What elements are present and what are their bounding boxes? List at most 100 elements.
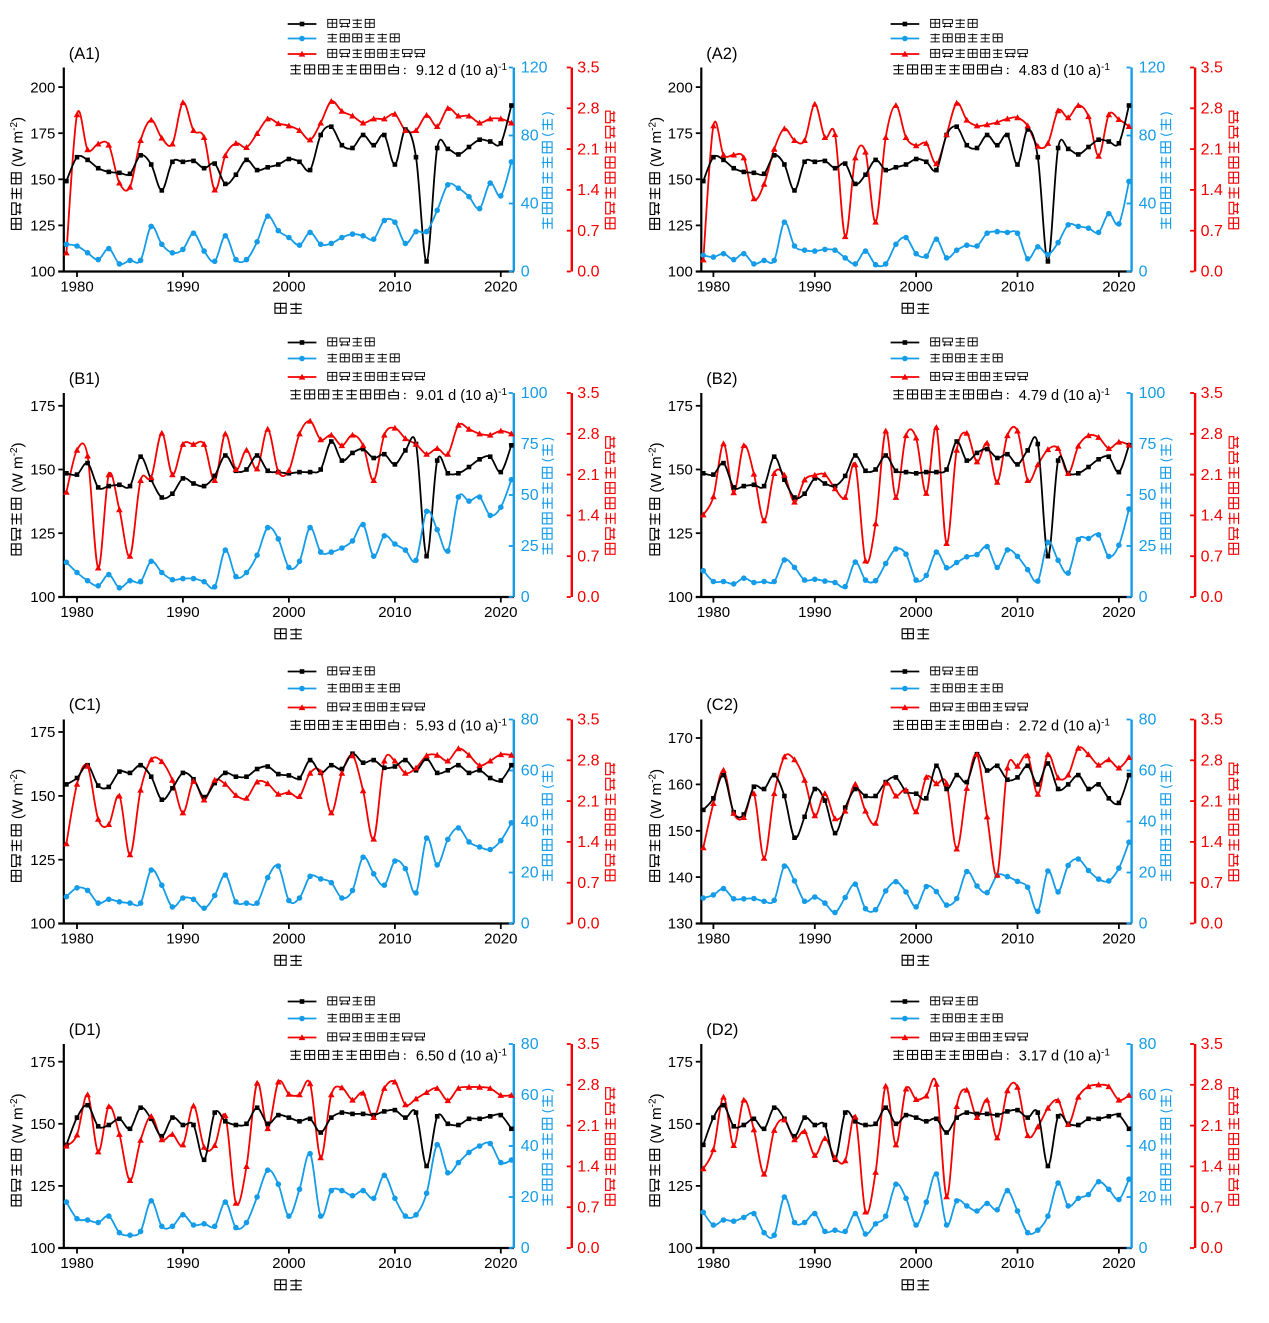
svg-text:150: 150: [668, 823, 693, 840]
svg-text:60: 60: [1139, 763, 1157, 780]
svg-text:0: 0: [521, 589, 530, 606]
svg-text:175: 175: [30, 1054, 55, 1071]
svg-text:0.7: 0.7: [577, 548, 599, 565]
svg-text:175: 175: [668, 1054, 693, 1071]
svg-text:2.1: 2.1: [577, 1118, 599, 1135]
svg-text:125: 125: [30, 1178, 55, 1195]
svg-text:50: 50: [1139, 487, 1157, 504]
svg-text:2010: 2010: [1001, 279, 1034, 296]
svg-text:1980: 1980: [697, 1255, 730, 1272]
svg-text:150: 150: [30, 1116, 55, 1133]
svg-text:60: 60: [1139, 1087, 1157, 1104]
svg-text:2.8: 2.8: [577, 1077, 599, 1094]
svg-text:150: 150: [668, 462, 693, 479]
svg-text:2020: 2020: [484, 1255, 517, 1272]
svg-text:0.7: 0.7: [1201, 875, 1223, 892]
svg-text:1980: 1980: [697, 931, 730, 948]
svg-text:25: 25: [521, 538, 539, 555]
svg-text:0.7: 0.7: [1201, 548, 1223, 565]
svg-text:1990: 1990: [166, 1255, 199, 1272]
svg-text:5.93 d (10 a)-1: 5.93 d (10 a)-1: [416, 718, 508, 735]
svg-text:2.1: 2.1: [1201, 793, 1223, 810]
svg-text:1990: 1990: [166, 604, 199, 621]
svg-text:1990: 1990: [166, 279, 199, 296]
svg-text:1.4: 1.4: [1201, 508, 1223, 525]
svg-text:0.7: 0.7: [577, 1199, 599, 1216]
svg-text:2.1: 2.1: [577, 793, 599, 810]
svg-text:1.4: 1.4: [1201, 834, 1223, 851]
svg-text:0.7: 0.7: [577, 875, 599, 892]
svg-text:0.0: 0.0: [577, 264, 599, 281]
svg-text:0: 0: [521, 916, 530, 933]
svg-text:175: 175: [668, 125, 693, 142]
svg-text:2.1: 2.1: [577, 141, 599, 158]
svg-text:1980: 1980: [697, 279, 730, 296]
svg-text:100: 100: [30, 264, 55, 281]
svg-text:40: 40: [521, 814, 539, 831]
svg-text:0.0: 0.0: [577, 589, 599, 606]
svg-text:40: 40: [521, 1138, 539, 1155]
svg-text:3.5: 3.5: [1201, 712, 1223, 729]
svg-text:0.0: 0.0: [1201, 589, 1223, 606]
svg-text:160: 160: [668, 777, 693, 794]
svg-text:3.5: 3.5: [577, 712, 599, 729]
svg-text:100: 100: [30, 1240, 55, 1257]
svg-text:1990: 1990: [798, 604, 831, 621]
svg-text:125: 125: [30, 218, 55, 235]
svg-text:(D1): (D1): [69, 1021, 101, 1039]
svg-text:2020: 2020: [1102, 1255, 1135, 1272]
svg-text:130: 130: [668, 916, 693, 933]
svg-text:0.0: 0.0: [577, 916, 599, 933]
svg-text:125: 125: [30, 852, 55, 869]
svg-text:60: 60: [521, 763, 539, 780]
svg-text:50: 50: [521, 487, 539, 504]
svg-text:175: 175: [668, 398, 693, 415]
svg-text:40: 40: [1139, 196, 1157, 213]
svg-text:20: 20: [521, 865, 539, 882]
svg-text:2000: 2000: [899, 1255, 932, 1272]
svg-text:(A1): (A1): [69, 45, 100, 63]
svg-text:2.1: 2.1: [1201, 467, 1223, 484]
svg-text:100: 100: [1139, 385, 1166, 402]
svg-text:20: 20: [1139, 865, 1157, 882]
svg-text:3.5: 3.5: [577, 385, 599, 402]
svg-text:125: 125: [668, 1178, 693, 1195]
svg-text:1980: 1980: [697, 604, 730, 621]
svg-text:150: 150: [30, 462, 55, 479]
svg-text:0.0: 0.0: [1201, 916, 1223, 933]
svg-text:60: 60: [521, 1087, 539, 1104]
svg-text:0: 0: [521, 1240, 530, 1257]
svg-text:1980: 1980: [60, 1255, 93, 1272]
svg-text:140: 140: [668, 869, 693, 886]
svg-text:100: 100: [30, 589, 55, 606]
svg-text:100: 100: [668, 589, 693, 606]
svg-text:9.01 d (10 a)-1: 9.01 d (10 a)-1: [416, 387, 508, 404]
svg-text:0: 0: [1139, 589, 1148, 606]
svg-text:0.7: 0.7: [577, 223, 599, 240]
svg-text:1.4: 1.4: [577, 508, 599, 525]
svg-text:100: 100: [668, 1240, 693, 1257]
svg-text:25: 25: [1139, 538, 1157, 555]
svg-text:0: 0: [1139, 264, 1148, 281]
svg-text:0: 0: [1139, 916, 1148, 933]
svg-text:120: 120: [521, 60, 548, 77]
svg-text:0: 0: [1139, 1240, 1148, 1257]
svg-text:3.17 d (10 a)-1: 3.17 d (10 a)-1: [1019, 1048, 1111, 1065]
svg-text:1.4: 1.4: [577, 1159, 599, 1176]
svg-text:40: 40: [1139, 814, 1157, 831]
svg-text:3.5: 3.5: [1201, 60, 1223, 77]
svg-text:1980: 1980: [60, 604, 93, 621]
svg-text:2020: 2020: [484, 931, 517, 948]
svg-text:200: 200: [30, 79, 55, 96]
svg-text:100: 100: [668, 264, 693, 281]
svg-text:2.8: 2.8: [1201, 426, 1223, 443]
svg-text:(B2): (B2): [706, 370, 737, 388]
svg-text:2010: 2010: [378, 931, 411, 948]
svg-text:125: 125: [668, 218, 693, 235]
svg-text:4.79 d (10 a)-1: 4.79 d (10 a)-1: [1019, 387, 1111, 404]
svg-text:150: 150: [30, 788, 55, 805]
svg-text:80: 80: [1139, 128, 1157, 145]
svg-text:125: 125: [668, 526, 693, 543]
svg-text:120: 120: [1139, 60, 1166, 77]
svg-text:2010: 2010: [378, 279, 411, 296]
